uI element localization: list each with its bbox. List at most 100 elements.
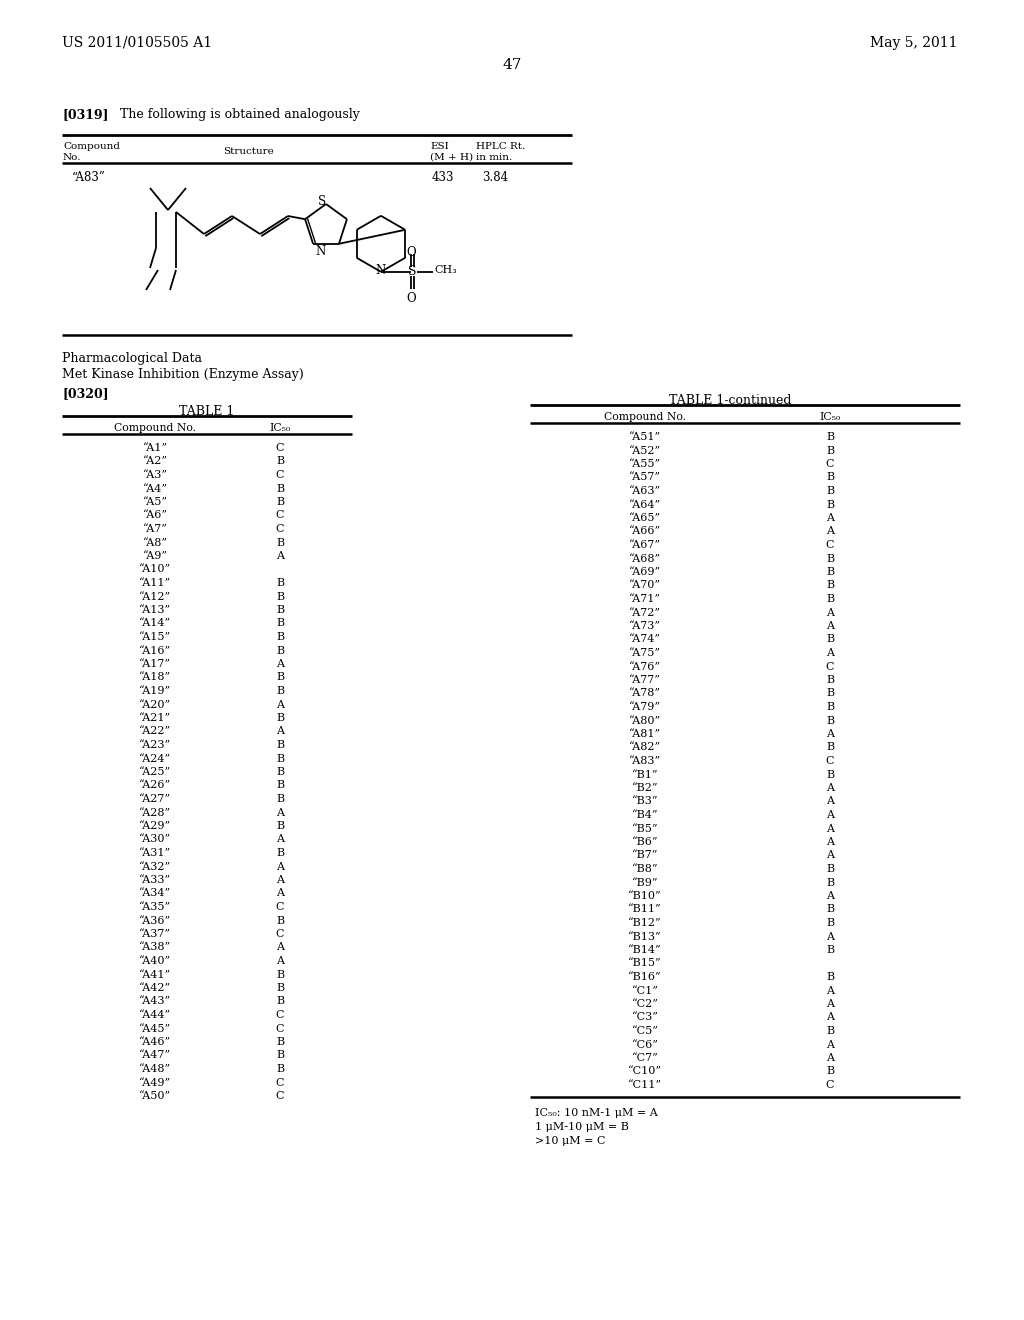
Text: B: B <box>826 917 835 928</box>
Text: “A22”: “A22” <box>139 726 171 737</box>
Text: “A32”: “A32” <box>139 862 171 871</box>
Text: O: O <box>407 292 416 305</box>
Text: A: A <box>826 796 834 807</box>
Text: “A11”: “A11” <box>139 578 171 587</box>
Text: B: B <box>275 645 284 656</box>
Text: “A35”: “A35” <box>139 902 171 912</box>
Text: “A70”: “A70” <box>629 581 662 590</box>
Text: “A38”: “A38” <box>139 942 171 953</box>
Text: “A20”: “A20” <box>139 700 171 710</box>
Text: “A37”: “A37” <box>139 929 171 939</box>
Text: “A78”: “A78” <box>629 689 662 698</box>
Text: “C5”: “C5” <box>632 1026 658 1036</box>
Text: C: C <box>825 540 835 550</box>
Text: “B13”: “B13” <box>628 932 662 941</box>
Text: A: A <box>826 648 834 657</box>
Text: 3.84: 3.84 <box>482 172 508 183</box>
Text: “A79”: “A79” <box>629 702 662 711</box>
Text: The following is obtained analogously: The following is obtained analogously <box>120 108 359 121</box>
Text: C: C <box>825 1080 835 1090</box>
Text: A: A <box>826 783 834 793</box>
Text: A: A <box>826 607 834 618</box>
Text: [0319]: [0319] <box>62 108 109 121</box>
Text: “C7”: “C7” <box>632 1053 658 1063</box>
Text: B: B <box>275 983 284 993</box>
Text: “A29”: “A29” <box>139 821 171 832</box>
Text: A: A <box>826 986 834 995</box>
Text: “A75”: “A75” <box>629 648 662 657</box>
Text: “A76”: “A76” <box>629 661 662 672</box>
Text: B: B <box>826 702 835 711</box>
Text: C: C <box>275 929 285 939</box>
Text: “A26”: “A26” <box>139 780 171 791</box>
Text: “B15”: “B15” <box>628 958 662 969</box>
Text: B: B <box>826 865 835 874</box>
Text: TABLE 1: TABLE 1 <box>179 405 234 418</box>
Text: A: A <box>276 862 284 871</box>
Text: “A2”: “A2” <box>142 457 168 466</box>
Text: “C1”: “C1” <box>632 986 658 995</box>
Text: B: B <box>826 499 835 510</box>
Text: B: B <box>826 972 835 982</box>
Text: “C6”: “C6” <box>632 1040 658 1049</box>
Text: “A49”: “A49” <box>139 1077 171 1088</box>
Text: “B6”: “B6” <box>632 837 658 847</box>
Text: “A1”: “A1” <box>142 444 168 453</box>
Text: C: C <box>275 444 285 453</box>
Text: A: A <box>826 810 834 820</box>
Text: A: A <box>276 659 284 669</box>
Text: “B16”: “B16” <box>628 972 662 982</box>
Text: A: A <box>826 527 834 536</box>
Text: “B2”: “B2” <box>632 783 658 793</box>
Text: C: C <box>275 902 285 912</box>
Text: “A74”: “A74” <box>629 635 662 644</box>
Text: B: B <box>275 767 284 777</box>
Text: “A7”: “A7” <box>142 524 168 535</box>
Text: “B11”: “B11” <box>628 904 662 915</box>
Text: 433: 433 <box>432 172 455 183</box>
Text: C: C <box>275 511 285 520</box>
Text: “A17”: “A17” <box>139 659 171 669</box>
Text: B: B <box>275 457 284 466</box>
Text: 1 μM-10 μM = B: 1 μM-10 μM = B <box>535 1122 629 1133</box>
Text: B: B <box>275 847 284 858</box>
Text: “A71”: “A71” <box>629 594 662 605</box>
Text: B: B <box>275 780 284 791</box>
Text: No.: No. <box>63 153 82 162</box>
Text: B: B <box>826 689 835 698</box>
Text: B: B <box>826 486 835 496</box>
Text: “A67”: “A67” <box>629 540 662 550</box>
Text: A: A <box>826 1040 834 1049</box>
Text: “A52”: “A52” <box>629 446 662 455</box>
Text: A: A <box>826 999 834 1008</box>
Text: “A13”: “A13” <box>139 605 171 615</box>
Text: “B4”: “B4” <box>632 810 658 820</box>
Text: B: B <box>275 578 284 587</box>
Text: “A55”: “A55” <box>629 459 662 469</box>
Text: “B12”: “B12” <box>628 917 662 928</box>
Text: A: A <box>276 834 284 845</box>
Text: “A19”: “A19” <box>139 686 171 696</box>
Text: “B14”: “B14” <box>628 945 662 954</box>
Text: “A43”: “A43” <box>139 997 171 1006</box>
Text: B: B <box>275 686 284 696</box>
Text: B: B <box>275 754 284 763</box>
Text: A: A <box>276 808 284 817</box>
Text: “A21”: “A21” <box>139 713 171 723</box>
Text: C: C <box>275 524 285 535</box>
Text: B: B <box>826 553 835 564</box>
Text: A: A <box>826 932 834 941</box>
Text: C: C <box>825 459 835 469</box>
Text: “A8”: “A8” <box>142 537 168 548</box>
Text: A: A <box>276 888 284 899</box>
Text: Compound No.: Compound No. <box>114 422 196 433</box>
Text: B: B <box>826 878 835 887</box>
Text: B: B <box>826 1067 835 1077</box>
Text: [0320]: [0320] <box>62 387 109 400</box>
Text: A: A <box>276 550 284 561</box>
Text: A: A <box>276 956 284 966</box>
Text: B: B <box>275 821 284 832</box>
Text: A: A <box>826 513 834 523</box>
Text: “A42”: “A42” <box>139 983 171 993</box>
Text: C: C <box>275 1092 285 1101</box>
